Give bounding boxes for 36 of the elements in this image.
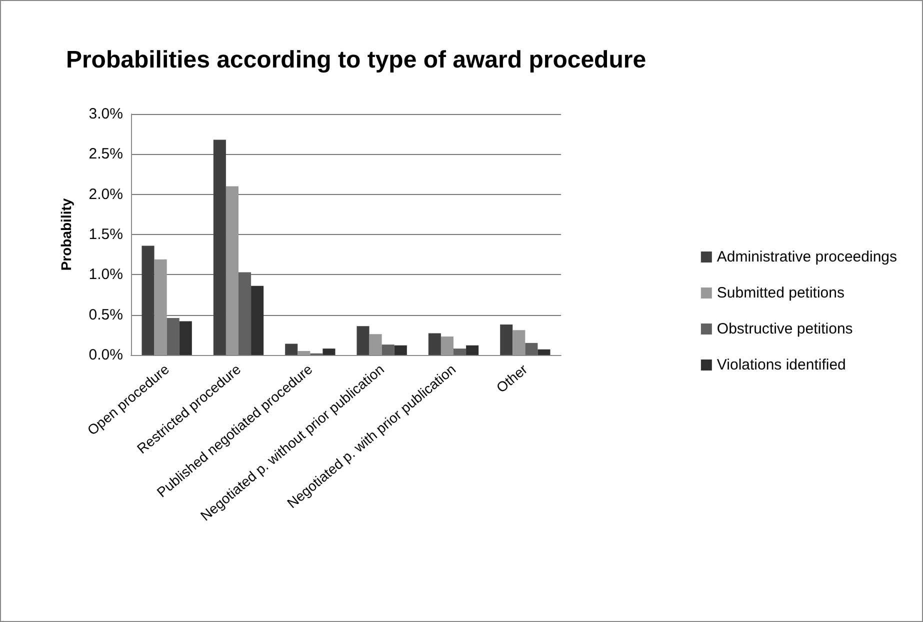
legend-label: Obstructive petitions [716,320,853,338]
bar [166,318,180,355]
y-tick-label: 1.5% [88,226,123,243]
bar [285,344,298,355]
legend-label: Administrative proceedings [716,248,898,266]
bar [226,186,238,355]
bar [369,334,382,355]
y-tick-label: 2.5% [88,146,123,163]
legend-label: Submitted petitions [716,284,844,302]
y-tick-label: 0.5% [88,306,123,324]
bar [238,272,252,355]
y-tick-label: 0.0% [88,346,123,364]
bar [213,140,226,355]
bar [538,349,550,355]
legend-label: Violations identified [716,356,846,374]
bar [394,345,407,355]
bar [440,336,454,355]
bar [428,333,441,355]
bar [298,350,310,355]
chart-title: Probabilities according to type of award procedure [66,46,646,74]
y-tick-label: 3.0% [88,106,123,122]
y-axis-title: Probability [58,198,74,271]
bar [512,330,526,355]
bar [322,348,336,355]
bar [142,246,154,355]
y-tick-label: 1.0% [88,266,123,284]
bar [154,259,167,355]
y-tick-label: 2.0% [88,186,123,203]
bar [382,344,394,355]
bar [179,321,192,355]
bar [466,345,479,355]
bar [454,348,466,355]
bar [356,326,370,355]
bar [251,286,264,355]
bar [525,342,538,355]
bar [500,324,513,355]
